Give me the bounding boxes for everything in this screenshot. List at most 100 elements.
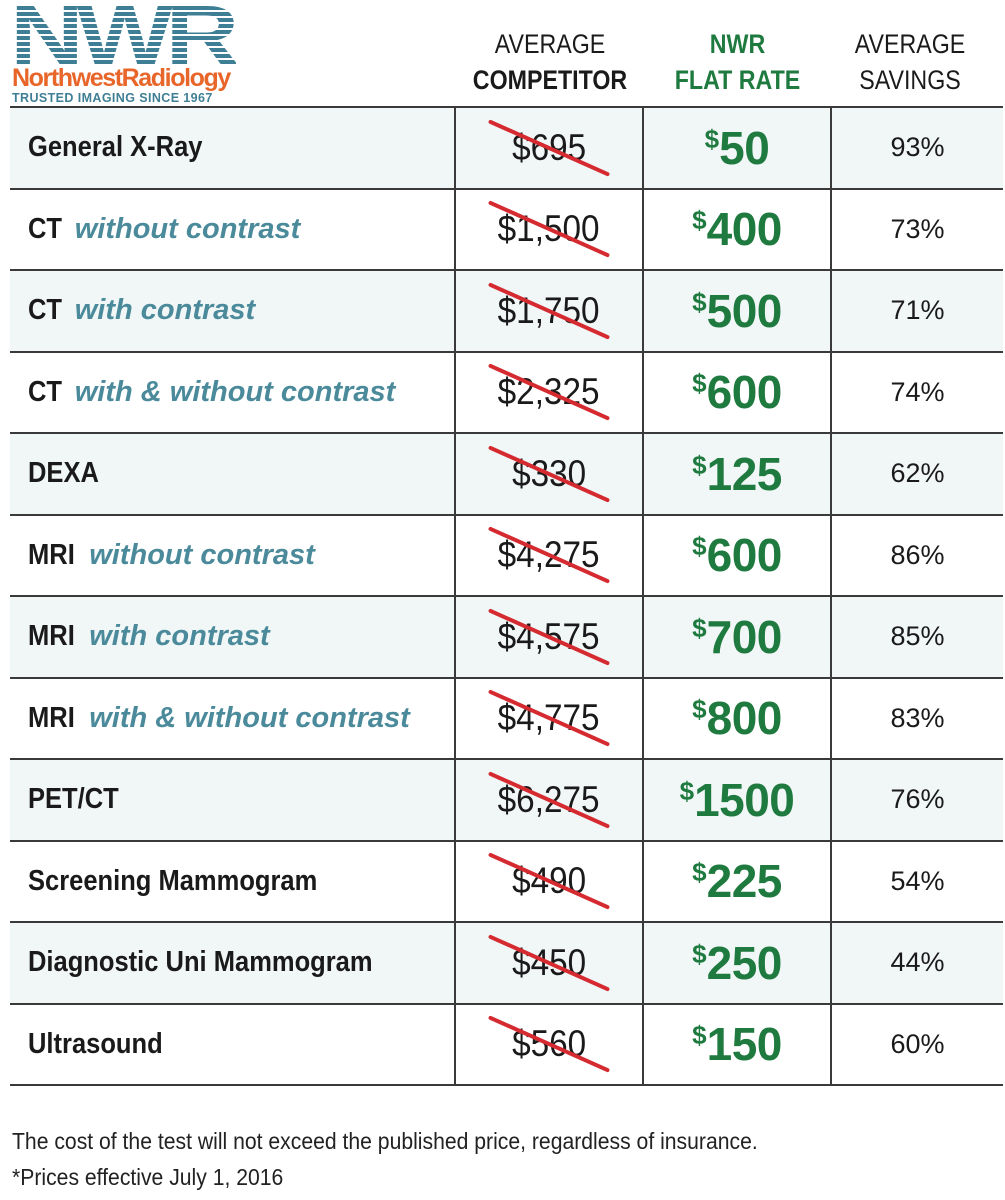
nwr-price-symbol: $ bbox=[704, 123, 720, 154]
nwr-price-amount: 1500 bbox=[694, 773, 795, 826]
savings-cell: 74% bbox=[830, 350, 1003, 434]
exam-name: PET/CT bbox=[28, 783, 119, 816]
nwr-price-cell: $125 bbox=[642, 432, 831, 516]
exam-name-cell: Diagnostic Uni Mammogram bbox=[10, 921, 455, 1005]
nwr-price-cell: $150 bbox=[642, 1002, 831, 1086]
savings-cell: 44% bbox=[830, 921, 1003, 1005]
savings-percent: 44% bbox=[890, 947, 945, 978]
savings-cell: 60% bbox=[830, 1002, 1003, 1086]
nwr-price-symbol: $ bbox=[692, 531, 707, 562]
competitor-price-cell: $6,275 bbox=[454, 758, 643, 842]
nwr-price-cell: $800 bbox=[642, 676, 831, 760]
exam-modifier: with & without contrast bbox=[89, 701, 410, 734]
exam-name-cell: CT with & without contrast bbox=[10, 350, 455, 434]
exam-name: Screening Mammogram bbox=[28, 864, 318, 897]
brand-tagline: TRUSTED IMAGING SINCE 1967 bbox=[12, 91, 213, 105]
nwr-price-symbol: $ bbox=[692, 286, 707, 317]
footnote-effective-date: *Prices effective July 1, 2016 bbox=[12, 1164, 284, 1190]
brand-mark-text: NWR bbox=[10, 0, 236, 66]
nwr-price-cell: $50 bbox=[642, 106, 831, 190]
savings-percent: 74% bbox=[890, 376, 945, 407]
nwr-price-amount: 50 bbox=[719, 121, 770, 174]
nwr-price-cell: $700 bbox=[642, 595, 831, 679]
exam-name-cell: DEXA bbox=[10, 432, 455, 516]
brand-name: NorthwestRadiology bbox=[12, 64, 231, 92]
exam-name-cell: MRI without contrast bbox=[10, 513, 455, 597]
nwr-price-symbol: $ bbox=[692, 612, 707, 643]
nwr-price-amount: 500 bbox=[706, 284, 783, 337]
header-average-competitor: AVERAGE COMPETITOR bbox=[473, 26, 628, 98]
nwr-price-amount: 800 bbox=[706, 692, 783, 745]
exam-name-cell: MRI with contrast bbox=[10, 595, 455, 679]
nwr-price-cell: $225 bbox=[642, 839, 831, 923]
nwr-price-amount: 150 bbox=[706, 1018, 783, 1071]
nwr-logo-mark: NWR bbox=[10, 0, 236, 66]
competitor-price-cell: $490 bbox=[454, 839, 643, 923]
brand-logo: NWR NorthwestRadiology TRUSTED IMAGING S… bbox=[10, 0, 280, 106]
savings-cell: 83% bbox=[830, 676, 1003, 760]
competitor-price-cell: $2,325 bbox=[454, 350, 643, 434]
savings-cell: 54% bbox=[830, 839, 1003, 923]
header-competitor-line1: AVERAGE bbox=[494, 29, 606, 59]
exam-name: CT bbox=[28, 375, 63, 408]
nwr-price-cell: $600 bbox=[642, 350, 831, 434]
nwr-price-symbol: $ bbox=[692, 368, 707, 399]
nwr-price-symbol: $ bbox=[692, 857, 707, 888]
header-savings-line2: SAVINGS bbox=[859, 65, 961, 95]
header-nwr-line2: FLAT RATE bbox=[674, 65, 801, 95]
nwr-price-cell: $250 bbox=[642, 921, 831, 1005]
exam-name-cell: PET/CT bbox=[10, 758, 455, 842]
exam-name-cell: CT with contrast bbox=[10, 269, 455, 353]
exam-modifier: with & without contrast bbox=[74, 375, 396, 408]
competitor-price-cell: $450 bbox=[454, 921, 643, 1005]
footnote-insurance: The cost of the test will not exceed the… bbox=[12, 1128, 758, 1154]
nwr-price-cell: $400 bbox=[642, 187, 831, 271]
competitor-price-cell: $4,775 bbox=[454, 676, 643, 760]
nwr-price-amount: 600 bbox=[706, 529, 783, 582]
exam-modifier: with contrast bbox=[89, 620, 270, 653]
nwr-price-cell: $600 bbox=[642, 513, 831, 597]
nwr-price-amount: 125 bbox=[706, 447, 783, 500]
exam-modifier: without contrast bbox=[74, 212, 301, 245]
savings-cell: 93% bbox=[830, 106, 1003, 190]
nwr-price-symbol: $ bbox=[692, 694, 707, 725]
exam-name: MRI bbox=[28, 701, 75, 734]
savings-percent: 76% bbox=[890, 784, 945, 815]
savings-cell: 62% bbox=[830, 432, 1003, 516]
nwr-price-amount: 250 bbox=[706, 936, 783, 989]
header-nwr-flat-rate: NWR FLAT RATE bbox=[658, 26, 817, 98]
nwr-price-symbol: $ bbox=[692, 449, 707, 480]
savings-cell: 73% bbox=[830, 187, 1003, 271]
savings-percent: 71% bbox=[890, 295, 945, 326]
exam-name: Diagnostic Uni Mammogram bbox=[28, 946, 373, 979]
savings-percent: 73% bbox=[890, 213, 945, 244]
exam-modifier: without contrast bbox=[89, 538, 315, 571]
nwr-price-amount: 400 bbox=[706, 203, 783, 256]
header-nwr-line1: NWR bbox=[709, 29, 766, 59]
exam-name: CT bbox=[28, 212, 63, 245]
exam-name-cell: CT without contrast bbox=[10, 187, 455, 271]
nwr-price-cell: $500 bbox=[642, 269, 831, 353]
competitor-price-cell: $1,750 bbox=[454, 269, 643, 353]
competitor-price-cell: $695 bbox=[454, 106, 643, 190]
exam-name: General X-Ray bbox=[28, 131, 203, 164]
savings-cell: 85% bbox=[830, 595, 1003, 679]
competitor-price-cell: $1,500 bbox=[454, 187, 643, 271]
exam-name: CT bbox=[28, 294, 63, 327]
exam-name: DEXA bbox=[28, 457, 99, 490]
nwr-price-cell: $1500 bbox=[642, 758, 831, 842]
exam-name-cell: Ultrasound bbox=[10, 1002, 455, 1086]
exam-name: Ultrasound bbox=[28, 1027, 163, 1060]
competitor-price-cell: $4,575 bbox=[454, 595, 643, 679]
